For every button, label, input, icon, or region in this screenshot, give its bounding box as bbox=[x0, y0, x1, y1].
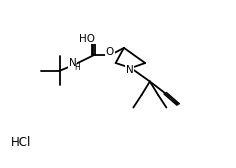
Text: N: N bbox=[126, 65, 134, 75]
Text: H: H bbox=[74, 63, 80, 72]
Text: N: N bbox=[69, 58, 76, 68]
Text: HCl: HCl bbox=[11, 136, 31, 149]
Text: HO: HO bbox=[79, 34, 95, 44]
Text: O: O bbox=[106, 47, 114, 57]
